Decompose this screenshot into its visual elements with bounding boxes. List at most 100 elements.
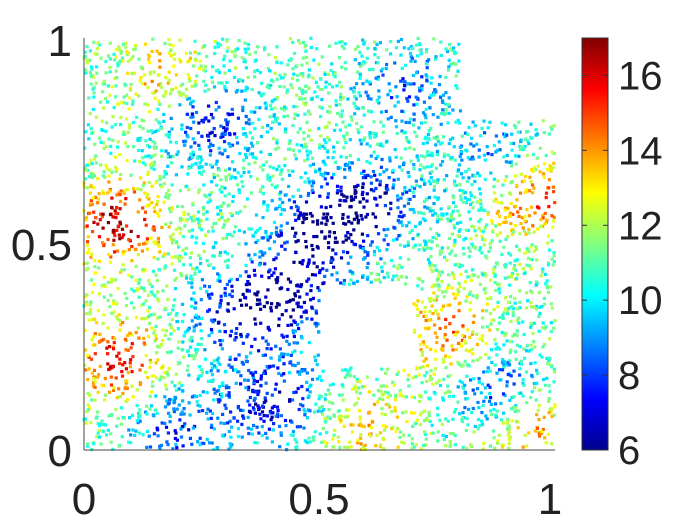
scatter-point <box>246 148 250 152</box>
scatter-point <box>396 177 400 181</box>
scatter-point <box>187 373 191 377</box>
scatter-point <box>301 56 305 60</box>
scatter-point <box>353 191 357 195</box>
scatter-point <box>153 242 157 246</box>
scatter-point <box>471 330 475 334</box>
scatter-point <box>303 97 307 101</box>
scatter-point <box>357 107 361 111</box>
scatter-point <box>252 378 256 383</box>
scatter-point <box>500 121 504 125</box>
scatter-point <box>107 390 112 394</box>
scatter-point <box>288 298 293 302</box>
scatter-point <box>113 76 117 80</box>
scatter-point <box>408 146 412 150</box>
scatter-point <box>119 406 123 410</box>
scatter-point <box>163 383 168 387</box>
scatter-point <box>550 442 554 446</box>
scatter-point <box>365 266 369 270</box>
scatter-point <box>467 167 471 171</box>
scatter-point <box>402 213 406 218</box>
scatter-point <box>112 58 117 62</box>
scatter-point <box>158 52 162 56</box>
scatter-point <box>307 277 311 281</box>
scatter-point <box>233 175 237 180</box>
scatter-point <box>249 110 253 114</box>
scatter-point <box>298 372 302 376</box>
scatter-point <box>273 106 277 110</box>
scatter-point <box>407 373 411 377</box>
scatter-point <box>325 150 330 154</box>
scatter-point <box>241 292 245 296</box>
scatter-point <box>87 162 91 166</box>
scatter-point <box>280 313 284 317</box>
scatter-point <box>258 302 262 306</box>
scatter-point <box>513 410 517 414</box>
scatter-point <box>340 65 344 69</box>
scatter-point <box>254 402 258 406</box>
scatter-point <box>384 390 388 394</box>
scatter-point <box>378 179 382 183</box>
scatter-point <box>270 415 274 419</box>
scatter-point <box>253 292 257 296</box>
scatter-point <box>223 148 227 152</box>
scatter-point <box>134 278 138 283</box>
scatter-point <box>501 313 505 317</box>
scatter-point <box>151 37 155 41</box>
scatter-point <box>471 352 475 356</box>
scatter-point <box>462 287 466 291</box>
scatter-point <box>465 416 469 420</box>
scatter-point <box>191 137 195 141</box>
scatter-point <box>261 168 265 172</box>
scatter-point <box>187 76 191 80</box>
scatter-point <box>292 334 296 339</box>
scatter-point <box>551 185 555 189</box>
scatter-point <box>143 102 147 106</box>
scatter-point <box>185 125 189 130</box>
scatter-point <box>471 359 475 363</box>
scatter-point <box>496 200 500 205</box>
scatter-point <box>153 141 157 145</box>
scatter-point <box>493 446 497 450</box>
scatter-point <box>219 204 223 208</box>
scatter-point <box>168 414 172 418</box>
scatter-point <box>324 216 329 220</box>
scatter-point <box>433 264 437 268</box>
scatter-point <box>267 53 271 57</box>
scatter-point <box>247 227 251 231</box>
scatter-point <box>507 427 511 431</box>
scatter-point <box>431 431 435 435</box>
scatter-point <box>335 140 340 144</box>
scatter-point <box>124 141 128 145</box>
scatter-point <box>342 194 346 198</box>
scatter-point <box>254 240 258 244</box>
scatter-point <box>369 188 374 192</box>
scatter-point <box>514 154 518 158</box>
scatter-point <box>147 54 152 58</box>
scatter-point <box>269 309 273 313</box>
scatter-point <box>434 357 438 361</box>
scatter-point <box>119 115 123 120</box>
scatter-point <box>374 278 378 282</box>
scatter-point <box>407 221 411 225</box>
scatter-point <box>86 235 90 239</box>
scatter-point <box>289 360 293 364</box>
scatter-point <box>315 219 320 223</box>
scatter-point <box>243 98 247 102</box>
scatter-point <box>362 424 366 429</box>
scatter-point <box>112 310 116 314</box>
scatter-point <box>198 322 202 326</box>
scatter-point <box>98 339 102 343</box>
scatter-point <box>245 289 250 293</box>
scatter-point <box>411 190 416 194</box>
scatter-point <box>148 445 153 449</box>
scatter-point <box>151 227 155 231</box>
scatter-point <box>517 120 521 124</box>
scatter-point <box>526 256 531 260</box>
scatter-point <box>393 104 397 108</box>
scatter-point <box>448 138 452 142</box>
scatter-point <box>209 191 213 195</box>
scatter-point <box>368 82 372 86</box>
scatter-point <box>106 237 110 242</box>
scatter-point <box>242 170 246 175</box>
scatter-point <box>184 95 188 99</box>
